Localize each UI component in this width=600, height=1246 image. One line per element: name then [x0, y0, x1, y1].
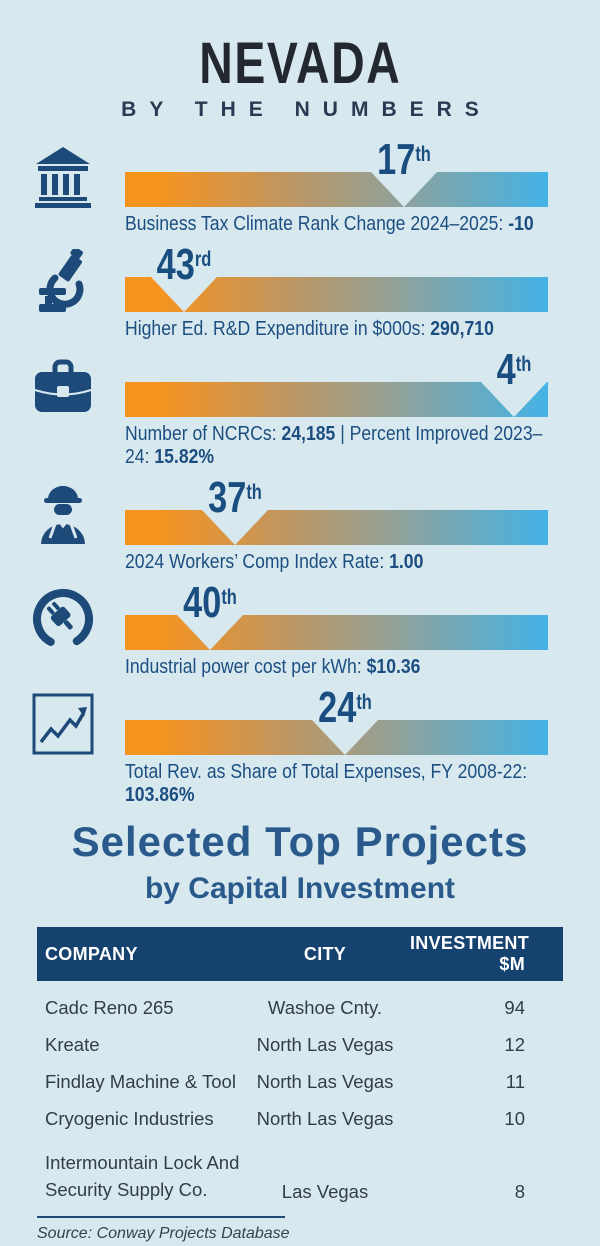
company-cell: Kreate	[45, 1033, 100, 1055]
rank-label: 4th	[496, 345, 532, 394]
page-subtitle: BY THE NUMBERS	[121, 98, 492, 121]
source-note: Source: Conway Projects Database	[37, 1225, 290, 1242]
city-cell: North Las Vegas	[256, 1033, 394, 1055]
table-row: Kreate North Las Vegas 12	[37, 1026, 563, 1063]
metric-caption: Business Tax Climate Rank Change 2024–20…	[125, 213, 534, 235]
metric-bar-area: 43rd Higher Ed. R&D Expenditure in $000s…	[125, 243, 548, 341]
table-header-row: COMPANY CITY INVESTMENT $M	[37, 927, 563, 981]
projects-subheading: by Capital Investment	[144, 872, 456, 905]
metric-row-tax-climate: 17th Business Tax Climate Rank Change 20…	[0, 138, 600, 236]
table-row: Findlay Machine & Tool North Las Vegas 1…	[37, 1063, 563, 1100]
metric-row-rd-expenditure: 43rd Higher Ed. R&D Expenditure in $000s…	[0, 243, 600, 341]
projects-heading: Selected Top Projects	[71, 818, 529, 865]
rank-zone: 43rd	[125, 243, 548, 287]
column-header-investment: INVESTMENT $M	[410, 933, 530, 974]
header: NEVADA BY THE NUMBERS	[0, 34, 600, 122]
rank-gauge-bar	[125, 510, 548, 545]
rank-notch	[176, 615, 243, 650]
investment-cell: 12	[504, 1033, 525, 1055]
city-cell: Washoe Cnty.	[267, 996, 383, 1018]
table-row: Cadc Reno 265 Washoe Cnty. 94	[37, 989, 563, 1026]
rank-label: 43rd	[156, 240, 212, 289]
company-cell: Cryogenic Industries	[45, 1107, 214, 1129]
column-header-company: COMPANY	[45, 943, 138, 964]
chart-icon	[0, 686, 125, 807]
rank-label: 17th	[377, 135, 432, 184]
metric-bar-area: 4th Number of NCRCs: 24,185 | Percent Im…	[125, 348, 548, 469]
bank-icon	[0, 138, 125, 236]
investment-cell: 10	[504, 1107, 525, 1129]
metric-row-ncrcs: 4th Number of NCRCs: 24,185 | Percent Im…	[0, 348, 600, 469]
rank-zone: 24th	[125, 686, 548, 730]
rank-zone: 17th	[125, 138, 548, 182]
metric-bar-area: 17th Business Tax Climate Rank Change 20…	[125, 138, 548, 236]
table-bottom-rule	[37, 1216, 285, 1218]
rank-notch	[371, 172, 438, 207]
metric-caption: Industrial power cost per kWh: $10.36	[125, 656, 421, 678]
rank-notch	[311, 720, 378, 755]
investment-cell: 8	[514, 1181, 525, 1202]
metric-bar-area: 37th 2024 Workers’ Comp Index Rate: 1.00	[125, 476, 548, 574]
projects-table: COMPANY CITY INVESTMENT $M Cadc Reno 265…	[37, 927, 563, 1243]
rank-label: 37th	[208, 473, 262, 522]
rank-gauge-bar	[125, 382, 548, 417]
worker-icon	[0, 476, 125, 574]
table-row: Intermountain Lock And Security Supply C…	[37, 1137, 563, 1211]
metric-caption: Higher Ed. R&D Expenditure in $000s: 290…	[125, 318, 494, 340]
metric-row-workers-comp: 37th 2024 Workers’ Comp Index Rate: 1.00	[0, 476, 600, 574]
briefcase-icon	[0, 348, 125, 469]
city-cell: Las Vegas	[281, 1181, 369, 1202]
rank-gauge-bar	[125, 615, 548, 650]
rank-gauge-bar	[125, 277, 548, 312]
table-body: Cadc Reno 265 Washoe Cnty. 94 Kreate Nor…	[37, 989, 563, 1211]
metric-bar-area: 24th Total Rev. as Share of Total Expens…	[125, 686, 548, 807]
microscope-icon	[0, 243, 125, 341]
rank-label: 40th	[182, 578, 237, 627]
company-cell: Findlay Machine & Tool	[45, 1070, 236, 1092]
city-cell: North Las Vegas	[256, 1070, 394, 1092]
company-cell: Intermountain Lock And Security Supply C…	[45, 1152, 240, 1200]
metric-bar-area: 40th Industrial power cost per kWh: $10.…	[125, 581, 548, 679]
rank-zone: 4th	[125, 348, 548, 392]
table-row: Cryogenic Industries North Las Vegas 10	[37, 1100, 563, 1137]
rank-notch	[151, 277, 218, 312]
rank-label: 24th	[318, 683, 372, 732]
page-title: NEVADA	[198, 31, 402, 96]
metric-caption: Total Rev. as Share of Total Expenses, F…	[125, 761, 528, 806]
rank-gauge-bar	[125, 720, 548, 755]
rank-gauge-bar	[125, 172, 548, 207]
investment-cell: 94	[504, 996, 525, 1018]
city-cell: North Las Vegas	[256, 1107, 394, 1129]
metrics-section: 17th Business Tax Climate Rank Change 20…	[0, 138, 600, 807]
metric-caption: Number of NCRCs: 24,185 | Percent Improv…	[125, 423, 543, 468]
rank-zone: 40th	[125, 581, 548, 625]
rank-notch	[201, 510, 268, 545]
rank-notch	[481, 382, 548, 417]
metric-row-revenue-share: 24th Total Rev. as Share of Total Expens…	[0, 686, 600, 807]
plug-icon	[0, 581, 125, 679]
column-header-city: CITY	[303, 943, 347, 964]
investment-cell: 11	[505, 1070, 525, 1092]
metric-row-power-cost: 40th Industrial power cost per kWh: $10.…	[0, 581, 600, 679]
company-cell: Cadc Reno 265	[45, 996, 174, 1018]
rank-zone: 37th	[125, 476, 548, 520]
metric-caption: 2024 Workers’ Comp Index Rate: 1.00	[125, 551, 424, 573]
